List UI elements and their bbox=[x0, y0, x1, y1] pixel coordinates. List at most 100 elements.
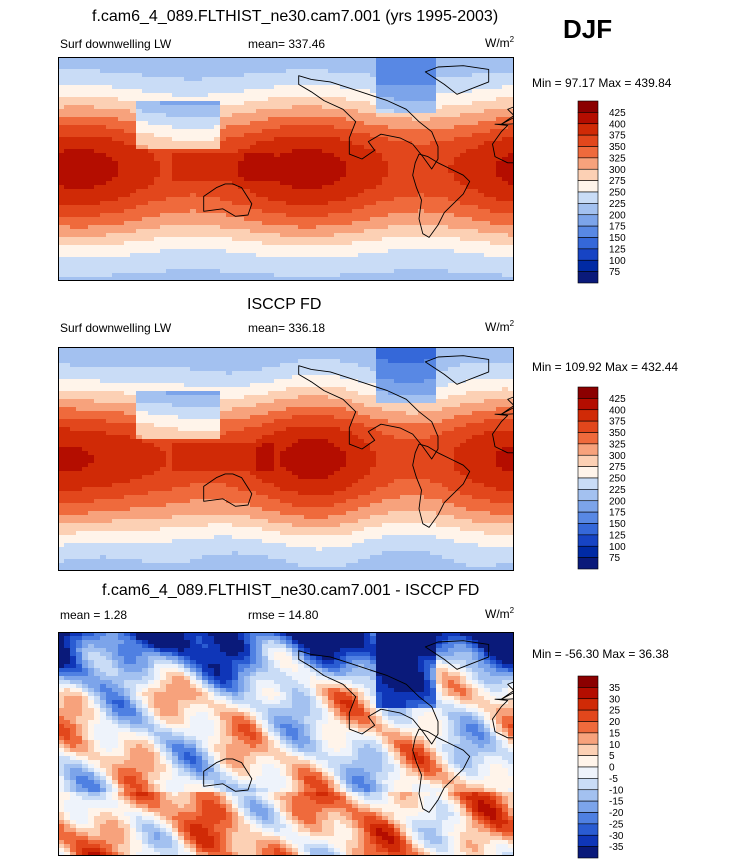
field-cell bbox=[82, 181, 89, 186]
field-cell bbox=[292, 141, 299, 146]
field-cell bbox=[280, 265, 287, 270]
field-cell bbox=[484, 149, 491, 154]
field-cell bbox=[154, 237, 161, 242]
field-cell bbox=[454, 375, 461, 380]
field-cell bbox=[274, 125, 281, 130]
field-cell bbox=[358, 355, 365, 360]
field-cell bbox=[124, 117, 131, 122]
field-cell bbox=[418, 379, 425, 384]
field-cell bbox=[508, 213, 514, 218]
field-cell bbox=[148, 85, 155, 90]
field-cell bbox=[472, 125, 479, 130]
field-cell bbox=[502, 277, 509, 281]
field-cell bbox=[232, 65, 239, 70]
field-cell bbox=[112, 241, 119, 246]
field-cell bbox=[502, 237, 509, 242]
field-cell bbox=[406, 93, 413, 98]
field-cell bbox=[430, 173, 437, 178]
field-cell bbox=[316, 233, 323, 238]
field-cell bbox=[346, 249, 353, 254]
field-cell bbox=[316, 355, 323, 360]
field-cell bbox=[388, 69, 395, 74]
field-cell bbox=[154, 105, 161, 110]
field-cell bbox=[388, 157, 395, 162]
field-cell bbox=[454, 201, 461, 206]
field-cell bbox=[190, 185, 197, 190]
field-cell bbox=[370, 169, 377, 174]
field-cell bbox=[190, 141, 197, 146]
field-cell bbox=[436, 201, 443, 206]
field-cell bbox=[310, 141, 317, 146]
field-cell bbox=[196, 237, 203, 242]
field-cell bbox=[424, 61, 431, 66]
field-cell bbox=[64, 355, 71, 360]
field-cell bbox=[82, 129, 89, 134]
field-cell bbox=[196, 133, 203, 138]
field-cell bbox=[460, 181, 467, 186]
field-cell bbox=[298, 81, 305, 86]
field-cell bbox=[334, 193, 341, 198]
field-cell bbox=[256, 197, 263, 202]
field-cell bbox=[226, 205, 233, 210]
field-cell bbox=[286, 367, 293, 372]
field-cell bbox=[436, 153, 443, 158]
field-cell bbox=[268, 277, 275, 281]
field-cell bbox=[82, 133, 89, 138]
field-cell bbox=[190, 359, 197, 364]
field-cell bbox=[154, 257, 161, 262]
field-cell bbox=[142, 379, 149, 384]
field-cell bbox=[364, 269, 371, 274]
field-cell bbox=[364, 85, 371, 90]
field-cell bbox=[214, 77, 221, 82]
field-cell bbox=[478, 209, 485, 214]
field-cell bbox=[268, 161, 275, 166]
field-cell bbox=[196, 89, 203, 94]
field-cell bbox=[496, 253, 503, 258]
field-cell bbox=[256, 73, 263, 78]
field-cell bbox=[454, 355, 461, 360]
field-cell bbox=[502, 85, 509, 90]
field-cell bbox=[424, 261, 431, 266]
field-cell bbox=[484, 189, 491, 194]
field-cell bbox=[58, 225, 65, 230]
field-cell bbox=[310, 81, 317, 86]
field-cell bbox=[130, 347, 137, 352]
field-cell bbox=[400, 145, 407, 150]
field-cell bbox=[172, 57, 179, 62]
field-cell bbox=[502, 379, 509, 384]
field-cell bbox=[124, 233, 131, 238]
field-cell bbox=[370, 241, 377, 246]
field-cell bbox=[154, 173, 161, 178]
field-cell bbox=[256, 269, 263, 274]
field-cell bbox=[388, 249, 395, 254]
field-cell bbox=[280, 189, 287, 194]
field-cell bbox=[388, 161, 395, 166]
field-cell bbox=[70, 257, 77, 262]
field-cell bbox=[76, 109, 83, 114]
field-cell bbox=[316, 85, 323, 90]
field-cell bbox=[76, 97, 83, 102]
field-cell bbox=[64, 213, 71, 218]
field-cell bbox=[178, 121, 185, 126]
field-cell bbox=[412, 157, 419, 162]
field-cell bbox=[466, 213, 473, 218]
field-cell bbox=[82, 101, 89, 106]
field-cell bbox=[274, 225, 281, 230]
field-cell bbox=[460, 101, 467, 106]
field-cell bbox=[244, 109, 251, 114]
field-cell bbox=[328, 237, 335, 242]
field-cell bbox=[424, 355, 431, 360]
field-cell bbox=[466, 129, 473, 134]
field-cell bbox=[196, 229, 203, 234]
field-cell bbox=[280, 375, 287, 380]
field-cell bbox=[400, 153, 407, 158]
field-cell bbox=[220, 113, 227, 118]
field-cell bbox=[208, 367, 215, 372]
field-cell bbox=[112, 65, 119, 70]
field-cell bbox=[166, 375, 173, 380]
field-cell bbox=[406, 249, 413, 254]
field-cell bbox=[358, 197, 365, 202]
field-cell bbox=[106, 355, 113, 360]
field-cell bbox=[496, 209, 503, 214]
field-cell bbox=[298, 125, 305, 130]
